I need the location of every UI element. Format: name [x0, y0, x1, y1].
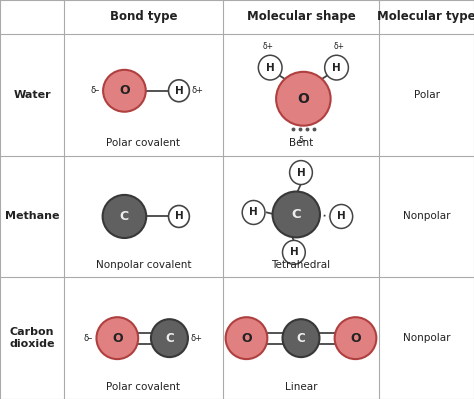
- Ellipse shape: [102, 195, 146, 238]
- Text: Methane: Methane: [5, 211, 59, 221]
- Text: δ+: δ+: [191, 334, 203, 343]
- Text: δ–: δ–: [299, 136, 308, 145]
- Ellipse shape: [169, 80, 189, 102]
- Text: Molecular shape: Molecular shape: [246, 10, 356, 24]
- Text: δ–: δ–: [91, 86, 100, 95]
- Ellipse shape: [330, 204, 353, 228]
- Ellipse shape: [97, 317, 138, 359]
- Text: H: H: [290, 247, 298, 257]
- Text: O: O: [350, 332, 361, 345]
- Text: C: C: [292, 208, 301, 221]
- Ellipse shape: [242, 201, 265, 224]
- Ellipse shape: [325, 55, 348, 80]
- Text: O: O: [112, 332, 123, 345]
- Text: Polar: Polar: [414, 90, 439, 100]
- Text: Water: Water: [13, 90, 51, 100]
- Text: Nonpolar covalent: Nonpolar covalent: [96, 260, 191, 270]
- Ellipse shape: [273, 192, 320, 237]
- Ellipse shape: [169, 205, 189, 227]
- Ellipse shape: [335, 317, 376, 359]
- Text: Bent: Bent: [289, 138, 313, 148]
- Text: Linear: Linear: [285, 382, 317, 392]
- Text: O: O: [119, 84, 130, 97]
- Text: Polar covalent: Polar covalent: [106, 382, 181, 392]
- Text: C: C: [297, 332, 305, 345]
- Text: H: H: [332, 63, 341, 73]
- Ellipse shape: [283, 319, 319, 357]
- Text: Nonpolar: Nonpolar: [403, 333, 450, 343]
- Ellipse shape: [103, 70, 146, 112]
- Text: H: H: [249, 207, 258, 217]
- Text: Tetrahedral: Tetrahedral: [272, 260, 330, 270]
- Text: O: O: [297, 92, 310, 106]
- Text: H: H: [337, 211, 346, 221]
- Text: Bond type: Bond type: [109, 10, 177, 24]
- Text: H: H: [266, 63, 274, 73]
- Ellipse shape: [283, 240, 305, 264]
- Text: δ+: δ+: [333, 42, 345, 51]
- Text: C: C: [165, 332, 174, 345]
- Text: H: H: [297, 168, 305, 178]
- Text: δ+: δ+: [262, 42, 273, 51]
- Text: δ+: δ+: [191, 86, 204, 95]
- Text: H: H: [174, 211, 183, 221]
- Text: δ–: δ–: [83, 334, 92, 343]
- Ellipse shape: [290, 161, 312, 184]
- Ellipse shape: [258, 55, 282, 80]
- Text: Polar covalent: Polar covalent: [106, 138, 181, 148]
- Text: O: O: [241, 332, 252, 345]
- Ellipse shape: [151, 319, 188, 357]
- Ellipse shape: [226, 317, 267, 359]
- Text: Carbon
dioxide: Carbon dioxide: [9, 327, 55, 349]
- Text: C: C: [120, 210, 129, 223]
- Text: Molecular type: Molecular type: [377, 10, 474, 24]
- Text: H: H: [174, 86, 183, 96]
- Ellipse shape: [276, 72, 331, 126]
- Text: Nonpolar: Nonpolar: [403, 211, 450, 221]
